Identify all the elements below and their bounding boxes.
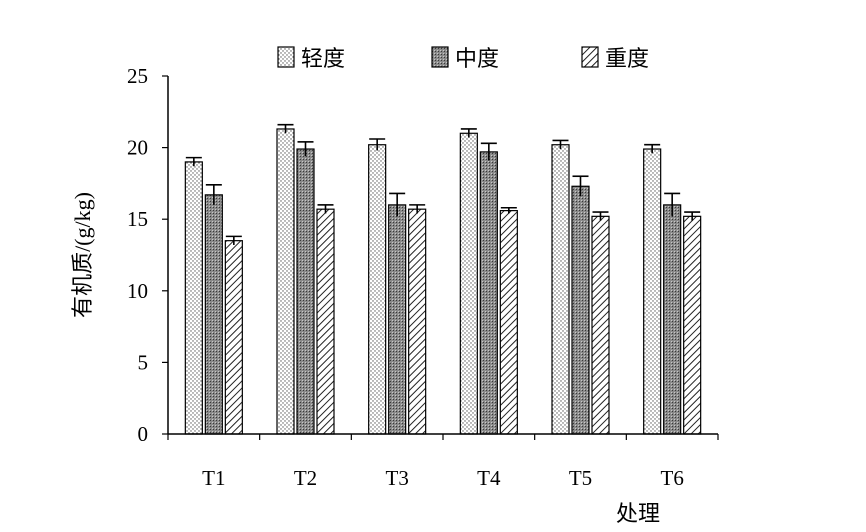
legend-label: 中度	[455, 46, 499, 71]
legend-label: 轻度	[301, 46, 345, 71]
y-tick-label: 20	[127, 136, 148, 160]
y-tick-label: 25	[127, 64, 148, 88]
x-tick-label: T5	[569, 466, 592, 490]
bar-T3-重度	[408, 208, 427, 435]
bar-T3-中度	[388, 204, 407, 435]
bar-T5-中度	[571, 185, 590, 435]
x-tick-label: T4	[477, 466, 501, 490]
bar-T4-中度	[479, 151, 498, 435]
bar-T1-轻度	[184, 161, 203, 435]
bar-T4-重度	[499, 210, 518, 435]
y-axis-label: 有机质/(g/kg)	[70, 192, 95, 318]
legend-label: 重度	[605, 46, 649, 71]
bar-T2-重度	[316, 208, 335, 435]
x-tick-label: T3	[386, 466, 409, 490]
bar-T5-轻度	[551, 144, 570, 435]
x-tick-label: T1	[202, 466, 225, 490]
x-tick-label: T2	[294, 466, 317, 490]
legend-swatch	[431, 46, 449, 68]
bar-T2-轻度	[276, 128, 295, 435]
bar-T5-重度	[591, 215, 610, 435]
legend-swatch	[581, 46, 599, 68]
legend: 轻度 中度 重度	[277, 46, 649, 71]
y-tick-label: 15	[127, 207, 148, 231]
y-tick-label: 5	[138, 350, 149, 374]
x-tick-label: T6	[661, 466, 684, 490]
y-tick-label: 10	[127, 279, 148, 303]
y-tick-label: 0	[138, 422, 149, 446]
bar-T4-轻度	[459, 132, 478, 435]
bar-T6-重度	[683, 215, 702, 435]
legend-swatch	[277, 46, 295, 68]
bar-T2-中度	[296, 148, 315, 435]
bar-T1-重度	[224, 240, 243, 435]
axes: 0 5 10 15 20 25 T1 T2 T3 T4 T5 T6	[127, 64, 719, 490]
bars	[184, 123, 702, 435]
bar-T6-轻度	[643, 148, 662, 435]
x-axis-label: 处理	[616, 501, 660, 526]
bar-T6-中度	[663, 204, 682, 435]
bar-T1-中度	[204, 194, 223, 435]
bar-T3-轻度	[368, 144, 387, 435]
